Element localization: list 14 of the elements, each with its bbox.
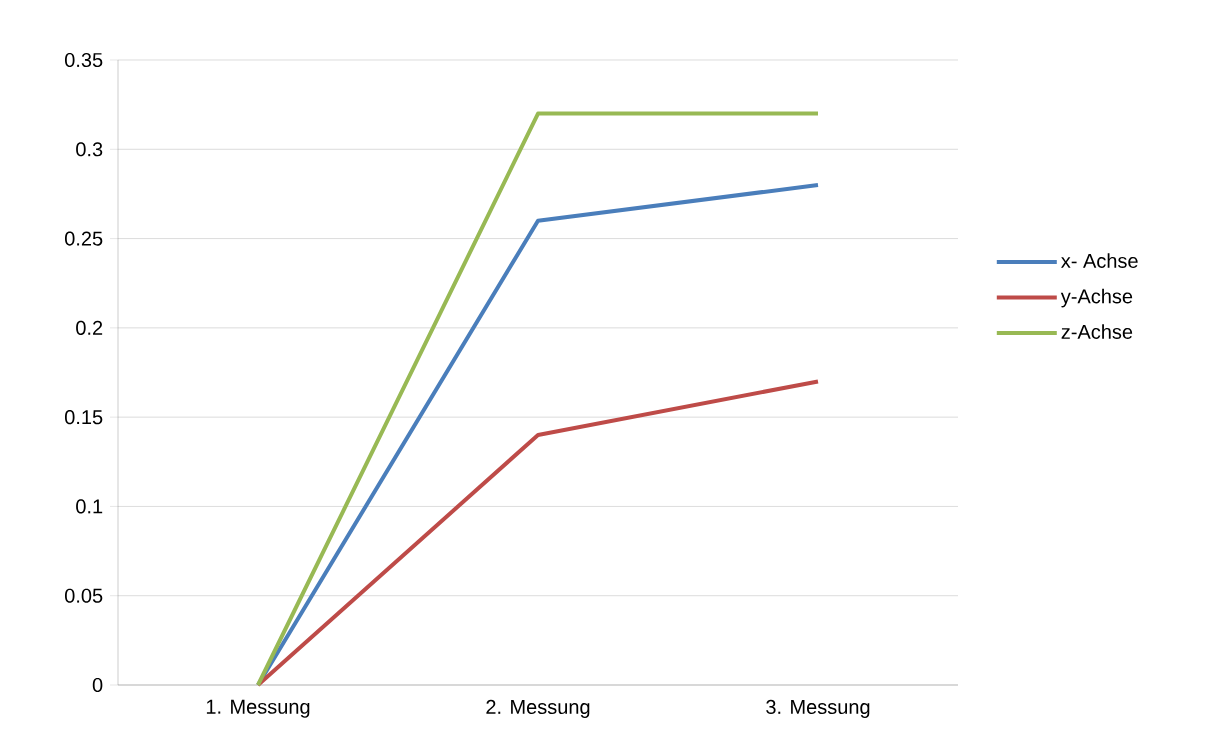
y-tick-label: 0.15 <box>65 410 103 425</box>
y-tick-label: 0.35 <box>65 52 103 68</box>
legend-label: z-Achse <box>1061 324 1133 339</box>
x-tick-label: 3. Messung <box>766 699 870 718</box>
y-tick-label: 0.05 <box>65 588 103 603</box>
y-tick-label: 0.1 <box>76 499 103 514</box>
x-tick-label: 2. Messung <box>486 699 590 718</box>
y-tick-label: 0.25 <box>65 231 103 246</box>
legend-label: y-Achse <box>1060 288 1133 308</box>
y-tick-label: 0 <box>92 677 103 693</box>
legend-label: x- Achse <box>1061 253 1138 268</box>
x-tick-label: 1. Messung <box>206 699 310 718</box>
y-tick-label: 0.3 <box>76 142 103 157</box>
y-tick-label: 0.2 <box>76 320 103 335</box>
